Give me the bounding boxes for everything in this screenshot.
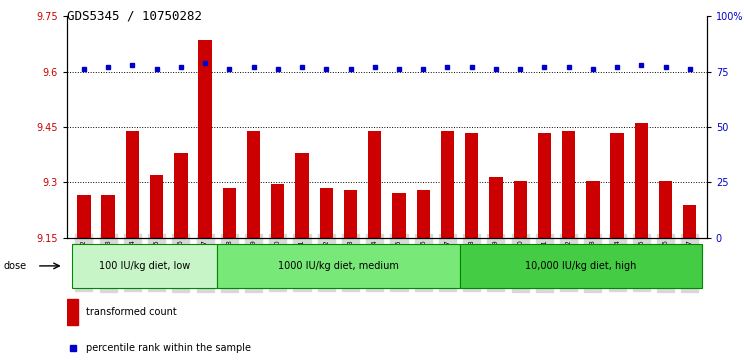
Bar [344,190,357,238]
Bar [392,193,405,238]
Bar [126,131,139,238]
Bar [635,123,648,238]
Bar [465,132,478,238]
Bar [199,40,212,238]
Bar [562,131,575,238]
Bar [513,180,527,238]
Bar [683,204,696,238]
Bar [368,131,382,238]
Bar [77,195,91,238]
Bar [222,188,236,238]
Bar [217,244,460,288]
Text: dose: dose [4,261,27,271]
Bar [320,188,333,238]
Bar [174,153,187,238]
Bar [490,177,503,238]
Bar [295,153,309,238]
Text: percentile rank within the sample: percentile rank within the sample [86,343,251,353]
Bar [440,131,454,238]
Bar [417,190,430,238]
Bar [659,180,673,238]
Text: 10,000 IU/kg diet, high: 10,000 IU/kg diet, high [525,261,636,271]
Bar [460,244,702,288]
Bar [150,175,163,238]
Text: 100 IU/kg diet, low: 100 IU/kg diet, low [99,261,190,271]
Bar [611,132,623,238]
Bar [247,131,260,238]
Text: 1000 IU/kg diet, medium: 1000 IU/kg diet, medium [278,261,399,271]
Bar [538,132,551,238]
Bar [101,195,115,238]
Text: GDS5345 / 10750282: GDS5345 / 10750282 [67,9,202,22]
Bar [586,180,600,238]
Text: transformed count: transformed count [86,307,177,317]
Bar [72,244,217,288]
Bar [271,184,284,238]
Bar [67,299,78,325]
